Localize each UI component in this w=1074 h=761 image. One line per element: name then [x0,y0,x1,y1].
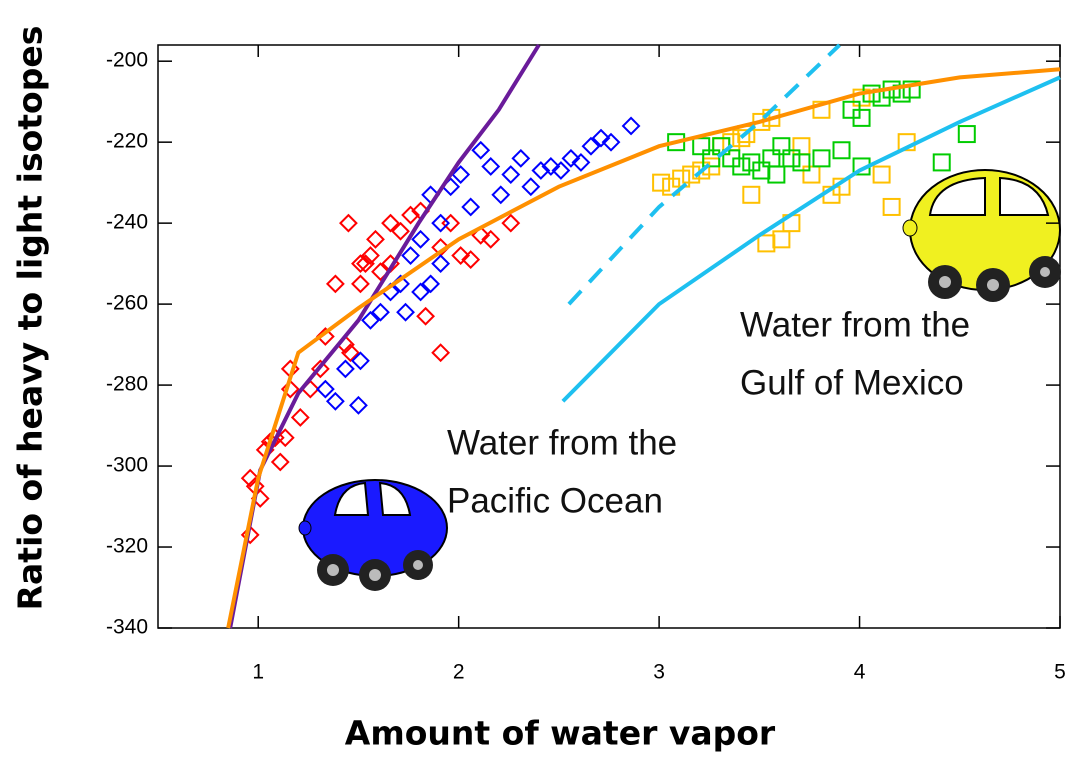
x-tick-label: 2 [453,661,465,684]
y-tick-label: -220 [106,130,148,153]
blue-car [299,480,447,591]
y-tick-label: -320 [106,535,148,558]
annotation: Water from the [740,305,970,344]
y-tick-label: -240 [106,211,148,234]
x-tick-label: 3 [653,661,665,684]
x-tick-label: 4 [854,661,866,684]
x-tick-label: 5 [1054,661,1066,684]
y-tick-label: -280 [106,373,148,396]
y-tick-label: -300 [106,454,148,477]
x-tick-label: 1 [252,661,264,684]
annotation: Pacific Ocean [447,481,663,520]
y-tick-label: -260 [106,292,148,315]
page: {"chart_data": {"type": "scatter", "xlab… [0,0,1074,761]
annotation: Water from the [447,423,677,462]
y-tick-label: -200 [106,49,148,72]
chart: Amount of water vapor Ratio of heavy to … [0,0,1074,761]
y-axis-label: Ratio of heavy to light isotopes [11,26,50,611]
annotation: Gulf of Mexico [740,363,964,402]
y-tick-label: -340 [106,616,148,639]
x-axis-label: Amount of water vapor [345,714,776,753]
